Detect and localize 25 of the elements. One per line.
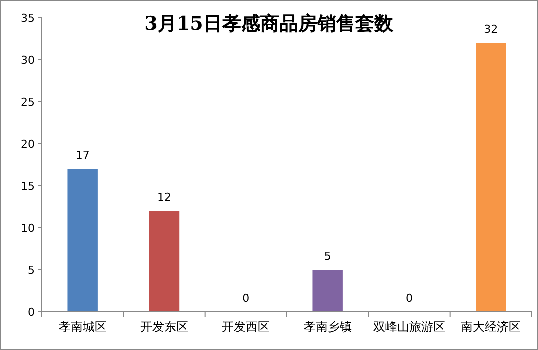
x-tick-label: 双峰山旅游区: [374, 320, 446, 334]
x-tick-label: 开发西区: [222, 320, 270, 334]
chart-title: 3月15日孝感商品房销售套数: [144, 13, 394, 35]
y-tick-label: 15: [21, 180, 35, 193]
x-tick-label: 南大经济区: [461, 320, 522, 334]
data-label: 5: [324, 250, 332, 263]
y-tick-label: 30: [21, 54, 35, 67]
y-tick-label: 25: [21, 96, 35, 109]
y-tick-label: 0: [28, 306, 35, 319]
x-tick-label: 孝南乡镇: [304, 320, 352, 334]
data-label: 0: [242, 292, 250, 305]
bar: [476, 43, 506, 312]
y-tick-label: 35: [21, 12, 35, 25]
y-tick-label: 20: [21, 138, 35, 151]
data-label: 32: [484, 23, 498, 36]
x-tick-label: 开发东区: [140, 320, 188, 334]
bar: [68, 169, 98, 312]
data-label: 17: [76, 149, 90, 162]
bar: [149, 211, 180, 312]
y-tick-label: 5: [28, 264, 35, 277]
y-tick-label: 10: [21, 222, 35, 235]
bar: [312, 270, 343, 312]
data-label: 0: [406, 292, 413, 305]
x-tick-label: 孝南城区: [58, 320, 107, 334]
data-label: 12: [158, 191, 172, 204]
